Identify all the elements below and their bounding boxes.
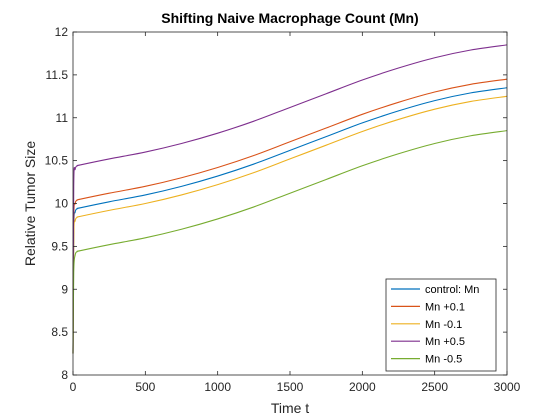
x-tick-label: 1000 [204,380,231,394]
y-tick-label: 8.5 [51,325,68,339]
x-tick-label: 500 [135,380,155,394]
legend-label: Mn +0.1 [425,301,465,313]
y-tick-label: 9.5 [51,239,68,253]
x-tick-label: 3000 [494,380,521,394]
legend-item: Mn +0.1 [391,301,465,313]
legend-label: Mn -0.1 [425,319,462,331]
x-tick-label: 0 [70,380,77,394]
y-tick-label: 10 [55,197,69,211]
y-tick-label: 10.5 [45,154,69,168]
legend-item: Mn +0.5 [391,336,465,348]
legend-item: control: Mn [391,284,479,296]
y-tick-label: 11 [56,111,69,125]
legend-box [385,278,497,372]
x-axis: 0 500 1000 1500 2000 2500 3000 [70,32,521,394]
x-tick-label: 2000 [349,380,376,394]
legend-item: Mn -0.1 [391,319,462,331]
chart-title: Shifting Naive Macrophage Count (Mn) [161,10,418,26]
series-line-1 [72,78,508,354]
x-axis-label: Time t [271,400,309,416]
series-line-0 [72,87,508,354]
y-tick-label: 12 [55,25,69,39]
series-layer [72,44,508,354]
y-axis-label: Relative Tumor Size [22,141,38,266]
y-tick-label: 9 [61,282,68,296]
legend-item: Mn -0.5 [391,354,462,366]
legend-label: control: Mn [425,284,479,296]
series-line-4 [72,130,508,354]
y-axis: 8 8.5 9 9.5 10 10.5 11 11.5 12 [45,25,507,382]
legend: control: Mn Mn +0.1 Mn -0.1 Mn +0.5 Mn -0.5 [385,278,497,372]
x-tick-label: 2500 [421,380,448,394]
legend-label: Mn +0.5 [425,336,465,348]
legend-label: Mn -0.5 [425,354,462,366]
series-line-2 [72,95,508,354]
series-line-3 [72,44,508,354]
y-tick-label: 11.5 [46,68,69,82]
y-tick-label: 8 [61,368,68,382]
x-tick-label: 1500 [277,380,304,394]
